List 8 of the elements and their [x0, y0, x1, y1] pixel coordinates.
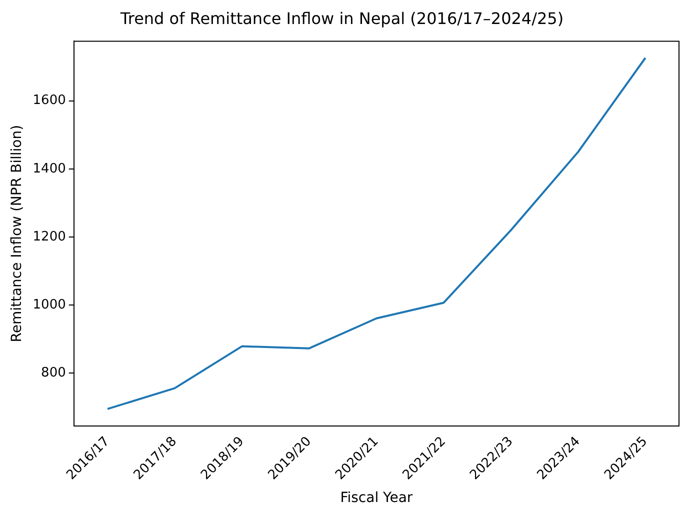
x-axis-title: Fiscal Year — [340, 490, 413, 506]
chart-title: Trend of Remittance Inflow in Nepal (2016/17–2024/25) — [119, 8, 564, 28]
y-axis-title: Remittance Inflow (NPR Billion) — [9, 124, 26, 342]
y-tick-label: 1000 — [32, 297, 66, 312]
y-tick-label: 1400 — [32, 161, 66, 176]
y-tick-label: 1600 — [32, 93, 66, 108]
y-tick-label: 800 — [41, 366, 66, 381]
y-tick-label: 1200 — [32, 229, 66, 244]
